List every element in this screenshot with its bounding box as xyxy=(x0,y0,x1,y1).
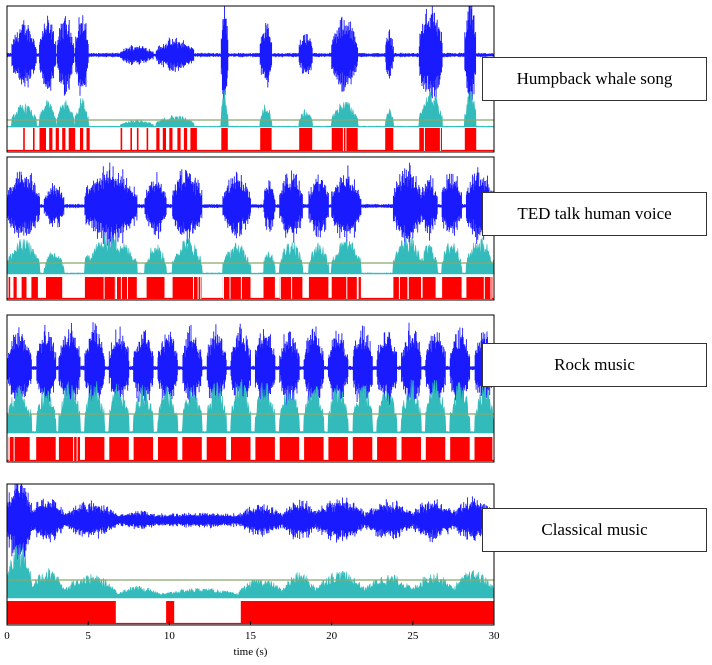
panel-2-detection-16 xyxy=(442,277,462,299)
panel-1-detection-16 xyxy=(169,128,173,151)
panel-3-detection-15 xyxy=(352,437,373,461)
panel-2-waveform xyxy=(7,162,494,249)
panel-3-detection-17 xyxy=(401,437,421,461)
panel-3-detection-12 xyxy=(279,437,300,461)
x-tick-label-30: 30 xyxy=(489,630,501,642)
panel-1-detection-25 xyxy=(419,128,442,151)
panel-3-waveform xyxy=(7,322,494,414)
x-tick-label-5: 5 xyxy=(85,630,91,642)
panel-2-detection-5 xyxy=(46,277,63,299)
panel-3-detection-13 xyxy=(304,437,324,461)
panel-2-detection-7 xyxy=(146,277,165,299)
panel-1-waveform xyxy=(7,6,494,110)
x-tick-label-10: 10 xyxy=(164,630,176,642)
panel-1 xyxy=(6,5,495,153)
panel-1-detection-1 xyxy=(23,128,25,151)
panel-1-detection-20 xyxy=(221,128,228,151)
panel-1-detection-18 xyxy=(183,128,188,151)
panel-3-detection-1 xyxy=(8,437,30,461)
panel-2-label: TED talk human voice xyxy=(517,204,672,223)
panel-1-detection-21 xyxy=(260,128,272,151)
panel-1-detection-3 xyxy=(39,128,46,151)
panel-2-detection-4 xyxy=(31,277,38,299)
panel-3-detection-4 xyxy=(84,437,105,461)
panel-4-detection-2 xyxy=(166,601,175,624)
panel-1-detection-9 xyxy=(86,128,90,151)
panel-3-label-box: Rock music xyxy=(482,343,707,387)
panel-1-detection-17 xyxy=(177,128,181,151)
panel-1-detection-7 xyxy=(68,128,76,151)
panel-1-detection-12 xyxy=(136,128,139,151)
panel-4-detection-3 xyxy=(240,601,494,624)
panel-3-detection-10 xyxy=(231,437,251,461)
panel-1-detection-2 xyxy=(33,128,35,151)
x-tick-label-15: 15 xyxy=(245,630,257,642)
panel-2-detection-2 xyxy=(13,277,17,299)
panel-2-detection-17 xyxy=(466,277,493,299)
panel-3-detection-2 xyxy=(36,437,56,461)
panel-2-label-box: TED talk human voice xyxy=(482,192,707,236)
panel-1-detection-15 xyxy=(162,128,166,151)
panel-4 xyxy=(6,483,495,626)
panel-3-frame xyxy=(6,314,495,463)
panel-1-energy xyxy=(7,89,494,128)
x-tick-label-0: 0 xyxy=(4,630,10,642)
panel-1-detection-24 xyxy=(385,128,394,151)
panel-2-detection-13 xyxy=(331,277,361,299)
panel-3-detection-5 xyxy=(109,437,129,461)
panel-3 xyxy=(6,314,495,463)
panel-3-detection-20 xyxy=(474,437,493,461)
panel-3-label: Rock music xyxy=(554,355,635,374)
panel-2-detection-15 xyxy=(422,277,436,299)
panel-3-detection-9 xyxy=(206,437,227,461)
panel-2-detection-12 xyxy=(308,277,329,299)
panel-4-label-box: Classical music xyxy=(482,508,707,552)
panel-2-detection-8 xyxy=(172,277,202,299)
panel-1-detection-22 xyxy=(299,128,313,151)
panel-1-detection-4 xyxy=(49,128,53,151)
panel-2-detection-14 xyxy=(393,277,421,299)
panel-3-detection-7 xyxy=(158,437,178,461)
panel-2-detection-9 xyxy=(222,277,251,299)
panel-1-detection-23 xyxy=(331,128,358,151)
panel-3-detection-6 xyxy=(133,437,154,461)
panel-4-detection-1 xyxy=(7,601,116,624)
panel-1-detection-11 xyxy=(130,128,132,151)
panel-3-detection-18 xyxy=(425,437,446,461)
panel-3-detection-11 xyxy=(255,437,275,461)
panel-2-detection-1 xyxy=(8,277,11,299)
x-tick-label-25: 25 xyxy=(407,630,419,642)
panel-1-detection-10 xyxy=(120,128,123,151)
panel-4-energy xyxy=(7,543,494,599)
x-axis-label: time (s) xyxy=(234,646,268,658)
panel-3-detection-16 xyxy=(377,437,397,461)
panel-2-detection-3 xyxy=(21,277,27,299)
panel-3-detection-8 xyxy=(182,437,202,461)
panel-1-detection-26 xyxy=(464,128,477,151)
panel-1-detection-14 xyxy=(156,128,160,151)
panel-3-energy xyxy=(7,378,494,434)
panel-3-detection-14 xyxy=(328,437,348,461)
panel-1-detection-19 xyxy=(190,128,197,151)
panel-1-detection-6 xyxy=(62,128,66,151)
panel-2-detection-11 xyxy=(279,277,303,299)
panel-2-detection-6 xyxy=(84,277,137,299)
panel-1-label: Humpback whale song xyxy=(516,69,673,88)
panel-2-detection-10 xyxy=(263,277,275,299)
panel-4-waveform xyxy=(7,484,494,563)
panel-3-detection-19 xyxy=(450,437,470,461)
panel-2 xyxy=(6,156,495,301)
panel-2-energy xyxy=(7,234,494,275)
panel-1-detection-8 xyxy=(80,128,84,151)
x-tick-label-20: 20 xyxy=(326,630,338,642)
panel-1-label-box: Humpback whale song xyxy=(482,57,707,101)
panel-3-detection-3 xyxy=(58,437,80,461)
panel-4-label: Classical music xyxy=(541,520,648,539)
panel-1-detection-13 xyxy=(146,128,149,151)
panel-1-detection-5 xyxy=(55,128,59,151)
